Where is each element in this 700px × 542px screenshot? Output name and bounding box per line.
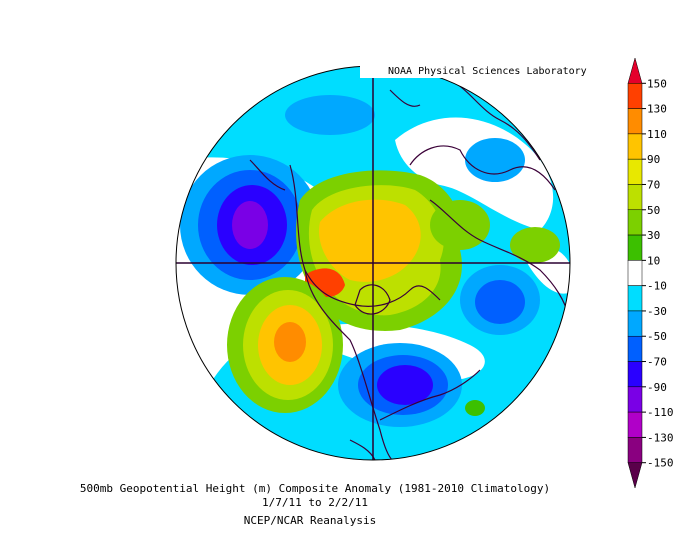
europe-low <box>465 138 525 182</box>
polar-projection <box>176 66 570 460</box>
colorbar-swatch <box>627 260 643 286</box>
colorbar-label: 10 <box>647 254 660 267</box>
atlantic-patch <box>465 400 485 416</box>
north-low <box>285 95 375 135</box>
eurasia-high-east <box>510 227 560 263</box>
coastlines <box>249 79 570 460</box>
colorbar-label: -130 <box>647 431 674 444</box>
colorbar-label: 90 <box>647 153 660 166</box>
caption-source: NCEP/NCAR Reanalysis <box>243 514 377 527</box>
credit-label: NOAA Physical Sciences Laboratory <box>388 66 587 77</box>
colorbar-swatch <box>627 310 643 337</box>
colorbar-swatch <box>627 285 643 312</box>
colorbar-swatch <box>627 209 643 236</box>
arctic-high-inner <box>319 199 421 282</box>
colorbar-swatch <box>627 437 643 463</box>
colorbar-swatch <box>627 184 643 211</box>
colorbar-label: -70 <box>647 356 667 369</box>
colorbar-label: -30 <box>647 305 667 318</box>
colorbar-swatch <box>627 158 643 185</box>
colorbar-label: -10 <box>647 280 667 293</box>
colorbar-swatch <box>627 133 643 160</box>
siberia-low-inner <box>475 280 525 324</box>
colorbar-label: 150 <box>647 77 667 90</box>
colorbar-swatch <box>627 386 643 413</box>
pacific-low-core <box>232 201 268 249</box>
caption-title: 500mb Geopotential Height (m) Composite … <box>79 482 551 495</box>
colorbar-label: 110 <box>647 128 667 141</box>
colorbar-label: -50 <box>647 330 667 343</box>
colorbar: 150 130 110 90 70 50 30 10 -10 -30 -50 -70 -90 -110 -1… <box>627 57 674 489</box>
colorbar-swatch <box>627 462 643 489</box>
colorbar-swatch <box>627 411 643 438</box>
colorbar-label: 30 <box>647 229 660 242</box>
eastern-us-low-inner <box>377 365 433 405</box>
colorbar-label: -110 <box>647 406 674 419</box>
colorbar-swatch <box>627 234 643 261</box>
pacific-high-core <box>274 322 306 362</box>
credit-box <box>360 64 570 78</box>
colorbar-swatch <box>627 335 643 362</box>
colorbar-swatch <box>627 108 643 135</box>
colorbar-label: 130 <box>647 103 667 116</box>
colorbar-swatch <box>627 361 643 388</box>
colorbar-label: 50 <box>647 204 660 217</box>
colorbar-label: 70 <box>647 178 660 191</box>
colorbar-swatch <box>627 83 643 109</box>
colorbar-label: -90 <box>647 381 667 394</box>
caption-dates: 1/7/11 to 2/2/11 <box>262 496 368 509</box>
colorbar-swatch <box>627 57 643 84</box>
colorbar-label: -150 <box>647 457 674 470</box>
